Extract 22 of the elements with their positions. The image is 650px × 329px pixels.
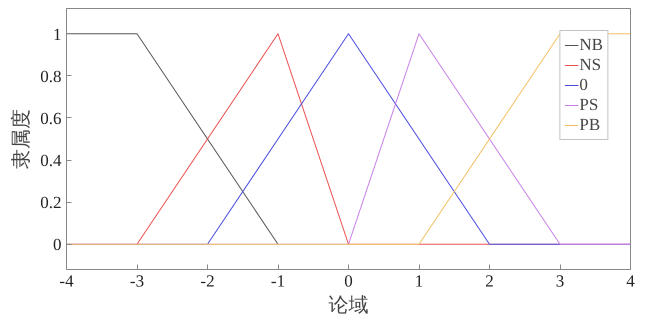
y-axis-title: 隶属度 — [10, 109, 32, 169]
x-tick-label: -2 — [200, 272, 215, 290]
legend-label: NS — [579, 55, 602, 75]
y-tick-label: 0.2 — [40, 193, 62, 212]
x-tick-label: -3 — [130, 272, 144, 290]
x-tick-label: 3 — [556, 272, 564, 290]
x-axis-title: 论域 — [328, 294, 368, 316]
legend-label: PS — [579, 95, 600, 115]
x-tick-label: 4 — [626, 272, 636, 290]
x-tick-label: 1 — [414, 272, 424, 290]
x-tick-label: 2 — [485, 272, 494, 290]
y-tick-label: 0.4 — [40, 151, 62, 170]
legend-label: PB — [579, 115, 600, 135]
y-tick-label: 0.8 — [40, 66, 62, 86]
x-tick-label: -4 — [59, 272, 74, 290]
x-tick-label: -1 — [270, 272, 286, 290]
y-tick-label: 0 — [53, 235, 62, 254]
x-tick-label: 0 — [344, 272, 353, 290]
y-tick-label: 0.6 — [40, 108, 62, 128]
y-tick-label: 1 — [53, 24, 62, 44]
legend-label: 0 — [579, 75, 589, 95]
legend-label: NB — [579, 35, 603, 55]
